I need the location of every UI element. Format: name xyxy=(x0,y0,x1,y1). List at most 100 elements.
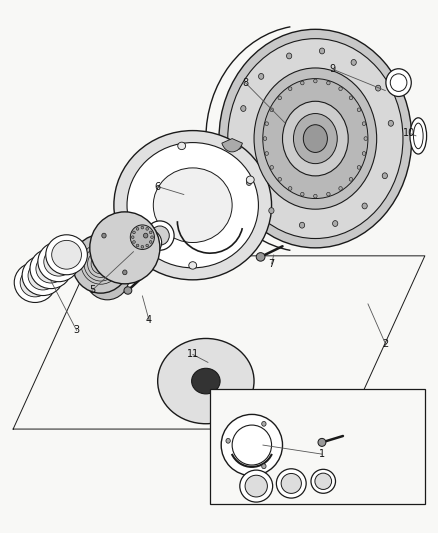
Ellipse shape xyxy=(127,247,136,256)
Ellipse shape xyxy=(349,96,353,100)
Ellipse shape xyxy=(146,244,148,247)
Ellipse shape xyxy=(20,268,50,297)
Ellipse shape xyxy=(281,473,301,494)
Ellipse shape xyxy=(276,469,306,498)
Ellipse shape xyxy=(327,81,330,85)
Text: 7: 7 xyxy=(268,259,275,269)
Ellipse shape xyxy=(72,235,129,293)
Ellipse shape xyxy=(270,108,273,112)
Ellipse shape xyxy=(303,125,328,152)
Ellipse shape xyxy=(357,165,361,169)
Ellipse shape xyxy=(178,142,186,150)
Ellipse shape xyxy=(22,256,64,296)
Ellipse shape xyxy=(189,262,197,269)
Ellipse shape xyxy=(265,122,268,126)
Ellipse shape xyxy=(151,236,153,239)
Ellipse shape xyxy=(240,470,272,502)
Ellipse shape xyxy=(219,29,412,248)
Ellipse shape xyxy=(283,101,348,176)
Ellipse shape xyxy=(382,173,388,179)
Ellipse shape xyxy=(14,263,56,303)
Ellipse shape xyxy=(131,225,154,249)
Ellipse shape xyxy=(362,151,366,155)
Ellipse shape xyxy=(270,165,273,169)
Ellipse shape xyxy=(319,48,325,54)
Ellipse shape xyxy=(153,168,232,243)
Bar xyxy=(210,389,425,504)
Ellipse shape xyxy=(263,136,267,140)
Ellipse shape xyxy=(263,78,368,199)
Ellipse shape xyxy=(158,338,254,424)
Ellipse shape xyxy=(246,176,254,183)
Ellipse shape xyxy=(258,74,264,79)
Ellipse shape xyxy=(123,243,140,260)
Ellipse shape xyxy=(46,235,87,275)
Ellipse shape xyxy=(144,233,148,238)
Ellipse shape xyxy=(141,235,157,251)
Ellipse shape xyxy=(332,221,338,227)
Ellipse shape xyxy=(327,192,330,196)
Ellipse shape xyxy=(133,241,135,243)
Ellipse shape xyxy=(124,287,132,294)
Text: 1: 1 xyxy=(319,449,325,459)
Ellipse shape xyxy=(226,439,230,443)
Text: 8: 8 xyxy=(242,78,248,87)
Ellipse shape xyxy=(314,79,317,83)
Wedge shape xyxy=(222,139,242,152)
Ellipse shape xyxy=(232,425,272,465)
Ellipse shape xyxy=(127,142,258,268)
Ellipse shape xyxy=(133,231,135,233)
Ellipse shape xyxy=(362,122,366,126)
Ellipse shape xyxy=(127,217,135,224)
Ellipse shape xyxy=(269,208,274,214)
Text: 11: 11 xyxy=(187,350,199,359)
Ellipse shape xyxy=(254,68,377,209)
Text: 2: 2 xyxy=(382,339,389,349)
Ellipse shape xyxy=(38,241,80,281)
Ellipse shape xyxy=(278,177,282,181)
Ellipse shape xyxy=(151,226,169,245)
Ellipse shape xyxy=(149,231,152,233)
Ellipse shape xyxy=(339,187,342,190)
Text: 3: 3 xyxy=(74,326,80,335)
Ellipse shape xyxy=(237,143,242,149)
Ellipse shape xyxy=(246,180,251,185)
Text: 6: 6 xyxy=(155,182,161,191)
Ellipse shape xyxy=(261,422,266,426)
Ellipse shape xyxy=(286,53,292,59)
Ellipse shape xyxy=(102,233,106,238)
Ellipse shape xyxy=(141,245,144,248)
Ellipse shape xyxy=(136,230,162,255)
Ellipse shape xyxy=(413,123,423,149)
Ellipse shape xyxy=(136,228,139,230)
Ellipse shape xyxy=(390,74,407,92)
Ellipse shape xyxy=(364,136,367,140)
Ellipse shape xyxy=(265,151,268,155)
Ellipse shape xyxy=(28,261,58,290)
Ellipse shape xyxy=(52,240,81,269)
Ellipse shape xyxy=(315,473,332,489)
Text: 5: 5 xyxy=(89,286,95,295)
Ellipse shape xyxy=(44,247,74,276)
Ellipse shape xyxy=(30,248,71,289)
Ellipse shape xyxy=(261,464,266,469)
Ellipse shape xyxy=(349,177,353,181)
Ellipse shape xyxy=(300,222,305,228)
Ellipse shape xyxy=(123,270,127,275)
Ellipse shape xyxy=(245,475,267,497)
Ellipse shape xyxy=(288,87,292,91)
Ellipse shape xyxy=(241,106,246,111)
Ellipse shape xyxy=(228,39,403,239)
Ellipse shape xyxy=(146,228,148,230)
Ellipse shape xyxy=(191,368,220,394)
Ellipse shape xyxy=(131,236,134,239)
Ellipse shape xyxy=(300,81,304,85)
Ellipse shape xyxy=(351,60,357,66)
Ellipse shape xyxy=(85,255,129,300)
Ellipse shape xyxy=(256,253,265,261)
Text: 4: 4 xyxy=(146,315,152,325)
Ellipse shape xyxy=(149,241,152,243)
Ellipse shape xyxy=(293,114,337,164)
Ellipse shape xyxy=(300,192,304,196)
Ellipse shape xyxy=(386,69,411,96)
